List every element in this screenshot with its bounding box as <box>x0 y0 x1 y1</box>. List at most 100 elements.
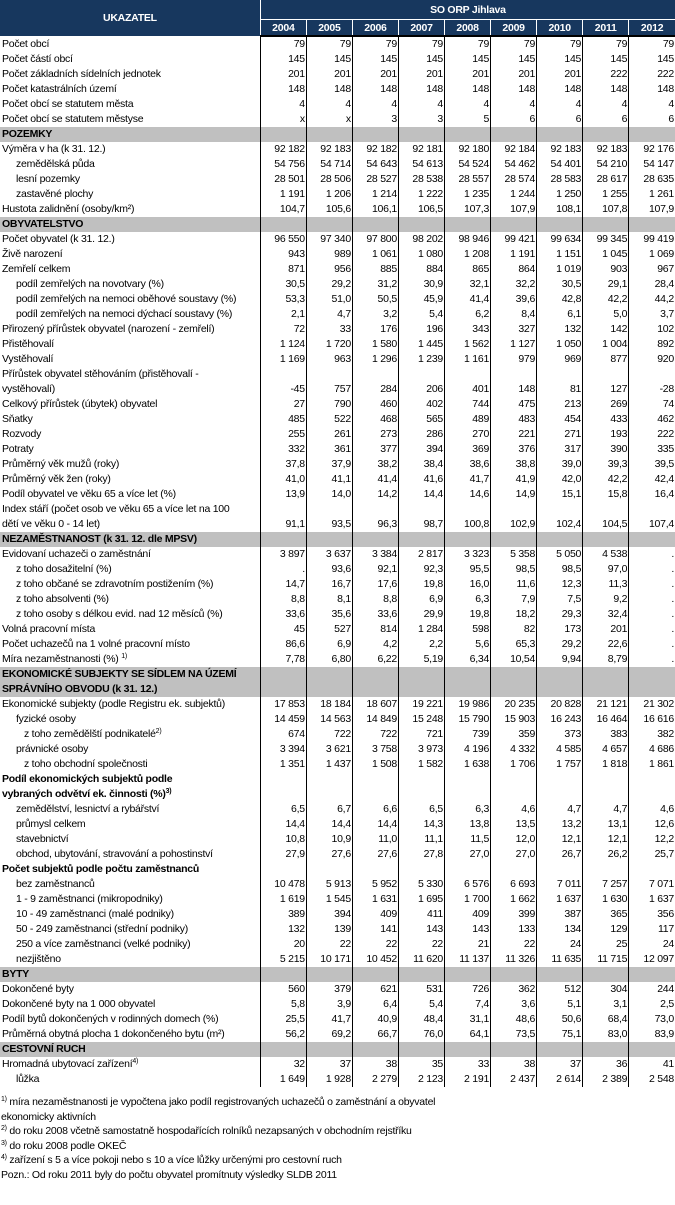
row-label-cell: Ekonomické subjekty (podle Registru ek. … <box>0 697 260 712</box>
year-header-2005: 2005 <box>306 19 353 37</box>
value-cell: 41,9 <box>490 472 537 487</box>
row-label: průmysl celkem <box>16 818 86 830</box>
value-cell: 11 620 <box>397 952 445 967</box>
row-label: 50 - 249 zaměstnanci (střední podniky) <box>16 923 189 935</box>
table-row: z toho absolventi (%) 8,8 8,1 8,8 6,9 6,3 7,9 7… <box>0 592 675 607</box>
value-cell: 7,9 <box>490 592 537 607</box>
footnote-mark: 1) <box>1 1096 7 1103</box>
value-cell: 32,2 <box>490 277 537 292</box>
value-cell: 989 <box>305 247 353 262</box>
value-cell: 28 635 <box>628 172 675 187</box>
value-cell: . <box>628 637 675 652</box>
value-cell: 2 279 <box>351 1072 399 1087</box>
value-cell: 11 635 <box>536 952 583 967</box>
value-cell: 48,4 <box>397 1012 445 1027</box>
table-row: stavebnictví 10,8 10,9 11,0 11,1 11,5 12,0 12,1… <box>0 832 675 847</box>
row-label-cell: Podíl ekonomických subjektů podle vybran… <box>0 772 260 802</box>
value-cell: 27,6 <box>305 847 353 862</box>
value-cell: 739 <box>444 727 491 742</box>
table-row: Průměrný věk žen (roky) 41,0 41,1 41,4 41,6 4… <box>0 472 675 487</box>
value-cell: 4 <box>444 97 491 112</box>
value-cell: 1 437 <box>305 757 353 772</box>
row-label: 10 - 49 zaměstnanci (malé podniky) <box>16 908 174 920</box>
value-cell: 54 643 <box>351 157 399 172</box>
value-cell: 12,1 <box>536 832 583 847</box>
value-cell: 5,4 <box>397 997 445 1012</box>
row-label-cell: POZEMKY <box>0 127 261 142</box>
value-cell: -28 <box>628 367 675 397</box>
value-cell: 16,0 <box>444 577 491 592</box>
row-label: Evidovaní uchazeči o zaměstnání <box>2 548 151 560</box>
value-cell: 11 137 <box>444 952 491 967</box>
row-label-cell: Index stáří (počet osob ve věku 65 a víc… <box>0 502 260 532</box>
value-cell: 102,9 <box>490 502 537 532</box>
value-cell: 25 <box>582 937 629 952</box>
row-label: zemědělství, lesnictví a rybářství <box>16 803 160 815</box>
value-cell: 903 <box>582 262 629 277</box>
footnote-text: Pozn.: Od roku 2011 byly do počtu obyvat… <box>1 1168 337 1181</box>
value-cell: 2,5 <box>628 997 675 1012</box>
value-cell: 3 973 <box>397 742 445 757</box>
value-cell <box>444 967 491 982</box>
table-row: Podíl obyvatel ve věku 65 a více let (%)… <box>0 487 675 502</box>
value-cell: 3,6 <box>490 997 537 1012</box>
row-label: Vystěhovalí <box>2 353 54 365</box>
value-cell <box>490 217 537 232</box>
value-cell: 79 <box>259 36 307 52</box>
value-cell: 15,1 <box>536 487 583 502</box>
value-cell: 79 <box>582 36 629 52</box>
row-label: podíl zemřelých na nemoci oběhové sousta… <box>16 293 237 305</box>
value-cell: 201 <box>305 67 353 82</box>
value-cell: 32 <box>259 1057 307 1072</box>
value-cell <box>490 127 537 142</box>
value-cell: 92 180 <box>444 142 491 157</box>
value-cell: 28 506 <box>305 172 353 187</box>
value-cell: 483 <box>490 412 537 427</box>
value-cell: 25,5 <box>259 1012 307 1027</box>
value-cell: 75,1 <box>536 1027 583 1042</box>
value-cell: 1 244 <box>490 187 537 202</box>
row-label-cell: Potraty <box>0 442 260 457</box>
value-cell: 176 <box>351 322 399 337</box>
value-cell: 173 <box>536 622 583 637</box>
value-cell <box>536 667 583 697</box>
value-cell: 2 437 <box>490 1072 537 1087</box>
value-cell: 92 183 <box>536 142 583 157</box>
table-row: Dokončené byty 560 379 621 531 726 362 512 304 24… <box>0 982 675 997</box>
value-cell: 359 <box>490 727 537 742</box>
value-cell: 13,1 <box>582 817 629 832</box>
value-cell: 4 196 <box>444 742 491 757</box>
table-row: Index stáří (počet osob ve věku 65 a víc… <box>0 502 675 532</box>
value-cell: 73,0 <box>628 1012 675 1027</box>
row-label-cell: Přistěhovalí <box>0 337 260 352</box>
value-cell: 129 <box>582 922 629 937</box>
value-cell: 9,94 <box>536 652 583 667</box>
value-cell: 4 657 <box>582 742 629 757</box>
value-cell: 14,2 <box>351 487 399 502</box>
value-cell: 2 614 <box>536 1072 583 1087</box>
value-cell: 2 389 <box>582 1072 629 1087</box>
row-label-cell: lesní pozemky <box>0 172 260 187</box>
value-cell: 4,6 <box>628 802 675 817</box>
value-cell: 82 <box>490 622 537 637</box>
value-cell <box>351 1042 399 1057</box>
value-cell: 29,9 <box>397 607 445 622</box>
value-cell <box>305 967 353 982</box>
table-row: Počet obyvatel (k 31. 12.) 96 550 97 340 97… <box>0 232 675 247</box>
row-label: fyzické osoby <box>16 713 76 725</box>
value-cell: 222 <box>628 67 675 82</box>
value-cell: 273 <box>351 427 399 442</box>
section-header-row: NEZAMĚSTNANOST (k 31. 12. dle MPSV) <box>0 532 675 547</box>
table-row: 50 - 249 zaměstnanci (střední podniky) 13… <box>0 922 675 937</box>
value-cell: 1 161 <box>444 352 491 367</box>
value-cell: 1 695 <box>397 892 445 907</box>
table-row: Sňatky 485 522 468 565 489 483 454 433 462 <box>0 412 675 427</box>
value-cell: 35 <box>397 1057 445 1072</box>
year-header-2006: 2006 <box>352 19 399 37</box>
value-cell: 10 478 <box>259 877 307 892</box>
value-cell: 14 849 <box>351 712 399 727</box>
value-cell: . <box>259 562 307 577</box>
value-cell: x <box>259 112 307 127</box>
value-cell: 6 <box>490 112 537 127</box>
value-cell: 286 <box>397 427 445 442</box>
